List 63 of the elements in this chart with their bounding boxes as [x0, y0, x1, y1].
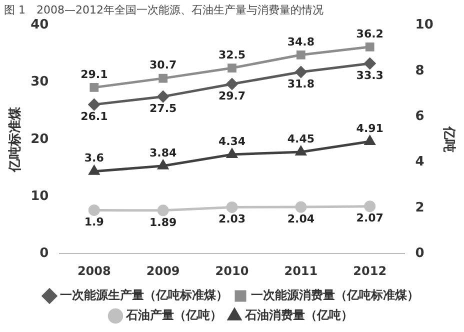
- data-label: 4.34: [218, 134, 246, 148]
- point: [364, 58, 376, 70]
- point: [90, 83, 99, 92]
- point: [364, 136, 375, 145]
- data-label: 32.5: [218, 48, 246, 62]
- point: [88, 98, 100, 110]
- point: [158, 160, 168, 170]
- y2-tick-label: 4: [415, 154, 424, 170]
- data-label: 1.9: [84, 216, 104, 229]
- data-label: 4.45: [287, 132, 314, 146]
- x-tick-label: 2008: [77, 264, 111, 278]
- data-label: 31.8: [287, 77, 314, 90]
- y2-tick-label: 8: [415, 63, 424, 78]
- y-tick-label: 10: [30, 188, 49, 204]
- point: [228, 64, 236, 72]
- point: [226, 148, 238, 158]
- y2-tick-label: 6: [415, 108, 424, 124]
- x-tick-label: 2010: [215, 264, 249, 278]
- data-label: 36.2: [356, 27, 384, 40]
- data-label: 30.7: [150, 58, 177, 72]
- legend-label: 一次能源消费量（亿吨标准煤）: [251, 288, 419, 302]
- data-label: 2.07: [356, 212, 384, 225]
- legend-label: 一次能源生产量（亿吨标准煤）: [60, 288, 228, 302]
- y2-axis-title: 亿吨: [440, 125, 456, 152]
- y-tick-label: 30: [30, 74, 49, 90]
- data-label: 29.7: [218, 89, 246, 102]
- point: [88, 204, 100, 216]
- legend-label: 石油消费量（亿吨）: [244, 308, 353, 322]
- x-tick-label: 2009: [146, 264, 180, 278]
- data-label: 27.5: [150, 102, 177, 115]
- y2-tick-label: 10: [415, 18, 434, 33]
- point: [295, 66, 307, 78]
- y-axis-title: 亿吨标准煤: [7, 106, 24, 173]
- data-label: 3.84: [150, 146, 177, 160]
- y2-tick-label: 2: [415, 200, 424, 216]
- point: [365, 42, 374, 52]
- point: [157, 204, 169, 216]
- data-label: 34.8: [287, 35, 314, 48]
- x-tick-label: 2011: [284, 264, 318, 278]
- point: [295, 201, 307, 213]
- chart-title: 图 1 2008—2012年全国一次能源、石油生产量与消费量的情况: [4, 3, 324, 16]
- data-label: 1.89: [150, 216, 177, 229]
- data-label: 33.3: [356, 68, 384, 82]
- data-label: 4.91: [356, 122, 384, 135]
- data-label: 2.03: [218, 212, 246, 226]
- y-tick-label: 0: [40, 246, 49, 261]
- point: [296, 50, 306, 60]
- data-label: 2.04: [287, 212, 315, 226]
- point: [157, 90, 169, 102]
- point: [296, 146, 306, 156]
- y-tick-label: 40: [30, 18, 49, 33]
- point: [89, 166, 100, 175]
- point: [226, 201, 238, 213]
- legend-label: 石油产量（亿吨）: [125, 308, 222, 322]
- y-tick-label: 20: [30, 132, 49, 147]
- data-label: 26.1: [80, 110, 108, 123]
- point: [158, 74, 168, 83]
- data-label: 29.1: [80, 68, 108, 81]
- data-label: 3.6: [84, 152, 104, 165]
- x-tick-label: 2012: [353, 264, 387, 278]
- y2-tick-label: 0: [415, 246, 424, 261]
- point: [226, 78, 238, 90]
- point: [364, 200, 376, 212]
